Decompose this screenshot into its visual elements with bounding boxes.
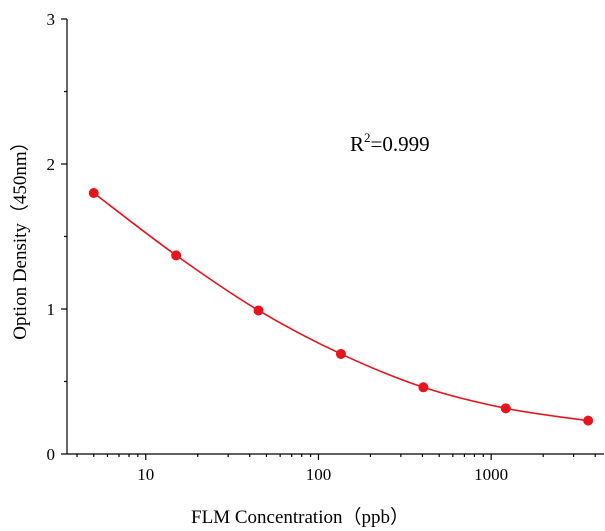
- x-tick-label: 10: [137, 465, 154, 484]
- series: [88, 188, 594, 426]
- r-squared-annotation: R2=0.999: [350, 130, 430, 156]
- r-squared-value: =0.999: [371, 132, 430, 156]
- fit-curve: [93, 192, 589, 422]
- x-axis-title: FLM Concentration（ppb）: [191, 506, 409, 528]
- data-point: [88, 188, 99, 198]
- y-tick-label: 3: [47, 10, 56, 29]
- axes: [66, 19, 604, 455]
- data-point: [253, 305, 264, 316]
- y-tick-label: 0: [47, 445, 56, 464]
- data-point: [583, 415, 594, 426]
- ticks: 0 1 2 3 10 100 1000: [47, 10, 596, 484]
- y-tick-label: 2: [47, 155, 56, 174]
- data-point: [418, 382, 429, 393]
- y-axis-title: Option Density（450nm）: [9, 132, 31, 339]
- x-tick-label: 1000: [474, 465, 508, 484]
- r-squared-superscript: 2: [364, 130, 371, 145]
- data-point: [500, 403, 511, 414]
- data-point: [335, 348, 346, 359]
- data-point: [171, 250, 182, 261]
- y-tick-label: 1: [47, 300, 56, 319]
- r-squared-base: R: [350, 132, 364, 156]
- x-tick-label: 100: [306, 465, 332, 484]
